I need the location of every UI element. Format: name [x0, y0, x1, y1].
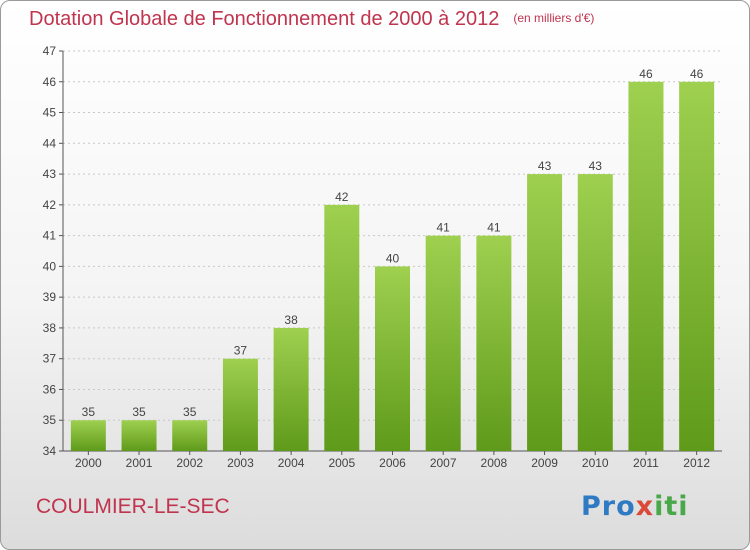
y-tick-label: 42 [43, 198, 57, 212]
y-tick-label: 35 [43, 413, 57, 427]
y-tick-label: 40 [43, 259, 57, 273]
y-tick-label: 39 [43, 290, 57, 304]
logo-part-iti: iti [654, 491, 689, 522]
x-tick-label: 2008 [481, 456, 508, 470]
title-text: Dotation Globale de Fonctionnement de 20… [29, 8, 500, 30]
x-tick-label: 2010 [582, 456, 609, 470]
y-tick-label: 46 [43, 75, 57, 89]
chart-title: Dotation Globale de Fonctionnement de 20… [29, 8, 594, 31]
bar [172, 420, 208, 451]
y-tick-label: 47 [43, 44, 57, 58]
y-tick-label: 38 [43, 321, 57, 335]
y-tick-label: 45 [43, 106, 57, 120]
bar-value-label: 40 [386, 251, 400, 265]
x-tick-label: 2011 [633, 456, 659, 470]
bar-value-label: 37 [234, 344, 248, 358]
bar-value-label: 46 [690, 67, 704, 81]
x-tick-label: 2012 [683, 456, 710, 470]
y-tick-label: 44 [43, 136, 57, 150]
logo-part-pro: Pro [581, 491, 636, 522]
x-tick-label: 2001 [126, 456, 153, 470]
x-tick-label: 2000 [75, 456, 102, 470]
x-tick-label: 2004 [278, 456, 305, 470]
bar-value-label: 38 [284, 313, 298, 327]
y-tick-label: 34 [43, 444, 57, 458]
y-tick-label: 43 [43, 167, 57, 181]
proxiti-logo[interactable]: Proxiti [581, 491, 689, 522]
bar-value-label: 41 [437, 221, 451, 235]
bar [375, 266, 410, 451]
commune-name: COULMIER-LE-SEC [36, 495, 230, 518]
logo-part-x: x [635, 491, 655, 522]
bar-value-label: 35 [82, 405, 96, 419]
bar [324, 204, 360, 451]
bar [425, 235, 461, 451]
bar [70, 420, 106, 451]
y-tick-label: 41 [43, 229, 57, 243]
bar [476, 235, 512, 451]
bar [273, 327, 309, 451]
y-tick-label: 36 [43, 382, 57, 396]
bar [121, 420, 157, 451]
bar-value-label: 35 [132, 405, 146, 419]
bar [577, 174, 613, 452]
bar-value-label: 46 [639, 67, 653, 81]
bar-value-label: 42 [335, 190, 349, 204]
bar-value-label: 43 [589, 159, 603, 173]
bar-value-label: 41 [487, 221, 501, 235]
y-tick-label: 37 [43, 352, 57, 366]
x-tick-label: 2009 [531, 456, 558, 470]
bar-value-label: 35 [183, 405, 197, 419]
bar [222, 358, 258, 451]
bar [527, 174, 563, 452]
x-tick-label: 2003 [227, 456, 254, 470]
bar [628, 81, 664, 452]
bar [679, 81, 715, 452]
x-tick-label: 2005 [328, 456, 355, 470]
x-tick-label: 2007 [430, 456, 457, 470]
x-tick-label: 2006 [379, 456, 406, 470]
bar-value-label: 43 [538, 159, 552, 173]
unit-note: (en milliers d'€) [513, 11, 595, 25]
x-tick-label: 2002 [176, 456, 203, 470]
